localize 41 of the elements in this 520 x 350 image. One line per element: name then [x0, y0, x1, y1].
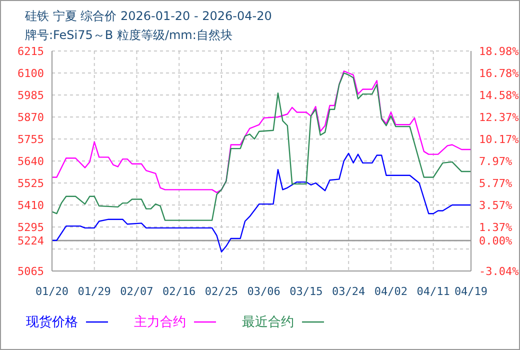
x-tick-label: 03/06 — [247, 284, 280, 298]
y-tick-label: 5870 — [18, 110, 44, 124]
y-tick-label: 5985 — [18, 88, 44, 102]
y-tick-label: 5755 — [18, 132, 44, 146]
y-tick-label: 6215 — [18, 44, 44, 58]
line-series — [52, 152, 471, 252]
y2-tick-label: 7.97% — [479, 154, 512, 168]
y-tick-label: 5640 — [18, 154, 44, 168]
line-series — [52, 72, 471, 221]
x-tick-label: 02/25 — [204, 284, 238, 298]
x-tick-label: 03/24 — [332, 284, 366, 298]
x-tick-label: 04/19 — [454, 284, 488, 298]
chart-title: 硅铁 宁夏 综合价 2026-01-20 - 2026-04-20 — [25, 8, 272, 25]
legend-label: 最近合约 — [242, 314, 294, 331]
y-tick-label: 5065 — [18, 264, 44, 278]
x-tick-label: 04/02 — [374, 284, 408, 298]
x-tick-label: 04/11 — [416, 284, 450, 298]
y-tick-label: 6100 — [18, 66, 44, 80]
y2-tick-label: 1.37% — [479, 220, 512, 234]
y2-tick-label: 16.78% — [479, 66, 520, 80]
y-tick-label: 5525 — [18, 176, 44, 190]
x-tick-label: 02/16 — [162, 284, 196, 298]
y-tick-label: 5224 — [18, 234, 44, 248]
y2-tick-label: 14.58% — [479, 88, 520, 102]
y2-tick-label: 3.57% — [479, 198, 512, 212]
x-tick-label: 01/20 — [35, 284, 69, 298]
legend-label: 主力合约 — [134, 314, 186, 331]
x-tick-label: 02/07 — [120, 284, 154, 298]
x-tick-label: 03/15 — [290, 284, 323, 298]
line-series — [52, 70, 471, 194]
y2-tick-label: 5.77% — [479, 176, 512, 190]
y2-tick-label: -3.04% — [479, 264, 520, 278]
y2-tick-label: 12.37% — [479, 110, 520, 124]
y2-tick-label: 10.17% — [479, 132, 520, 146]
y2-tick-label: 18.98% — [479, 44, 520, 58]
legend-label: 现货价格 — [26, 314, 78, 331]
y-tick-label: 5410 — [18, 198, 44, 212]
chart-subtitle: 牌号:FeSi75～B 粒度等级/mm:自然块 — [25, 27, 234, 44]
y-tick-label: 5295 — [18, 220, 44, 234]
y2-tick-label: 0.00% — [479, 234, 512, 248]
x-tick-label: 01/29 — [78, 284, 111, 298]
